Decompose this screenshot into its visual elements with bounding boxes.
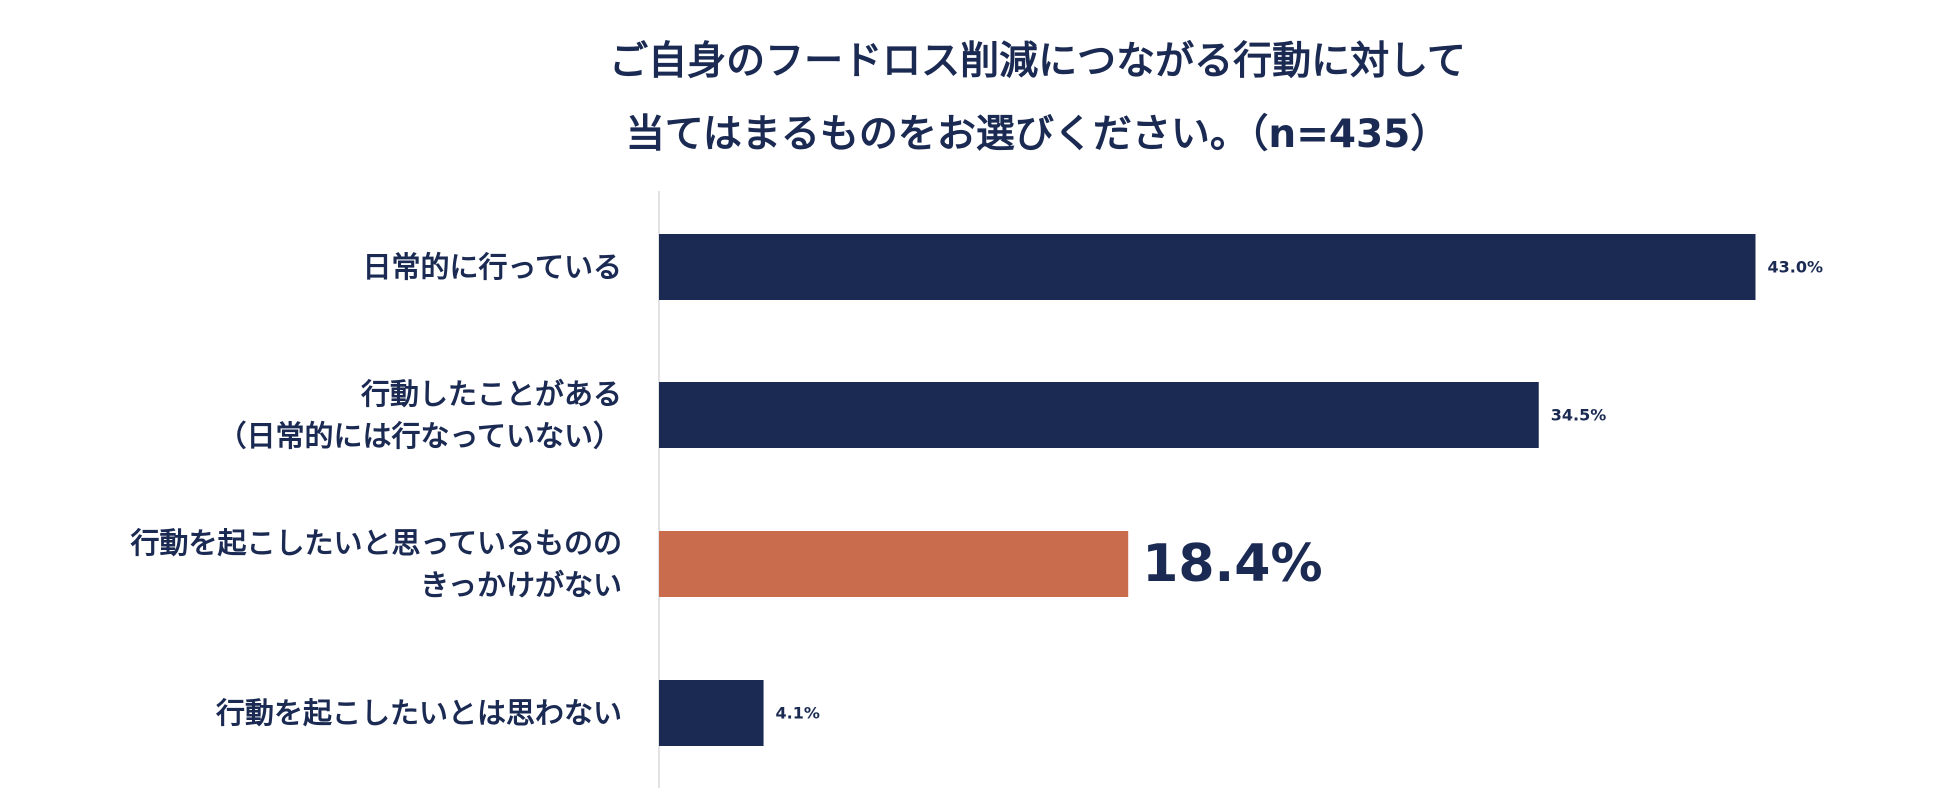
- category-label-line: 日常的に行っている: [362, 250, 622, 284]
- data-label-2: 18.4%: [1142, 534, 1322, 594]
- category-label-line: （日常的には行なっていない）: [217, 419, 622, 453]
- category-label-0: 日常的に行っている: [362, 246, 622, 288]
- bar-1: [659, 382, 1539, 448]
- data-label-3: 4.1%: [776, 704, 820, 723]
- category-label-2: 行動を起こしたいと思っているもののきっかけがない: [130, 522, 622, 606]
- bar-3: [659, 680, 764, 746]
- bar-0: [659, 234, 1756, 300]
- category-label-line: 行動したことがある: [360, 377, 622, 411]
- bar-2: [659, 531, 1129, 597]
- category-label-line: 行動を起こしたいとは思わない: [215, 696, 622, 730]
- data-label-1: 34.5%: [1551, 406, 1607, 425]
- data-label-0: 43.0%: [1768, 258, 1824, 277]
- category-label-1: 行動したことがある （日常的には行なっていない）: [217, 373, 622, 457]
- category-label-line: 行動を起こしたいと思っているものの: [130, 526, 622, 560]
- category-label-line: きっかけがない: [420, 568, 622, 602]
- category-label-3: 行動を起こしたいとは思わない: [216, 692, 622, 734]
- chart-title-line-2: 当てはまるものをお選びください。（n=435）: [625, 112, 1450, 157]
- chart-title-line-1: ご自身のフードロス削減につながる行動に対して: [609, 39, 1466, 84]
